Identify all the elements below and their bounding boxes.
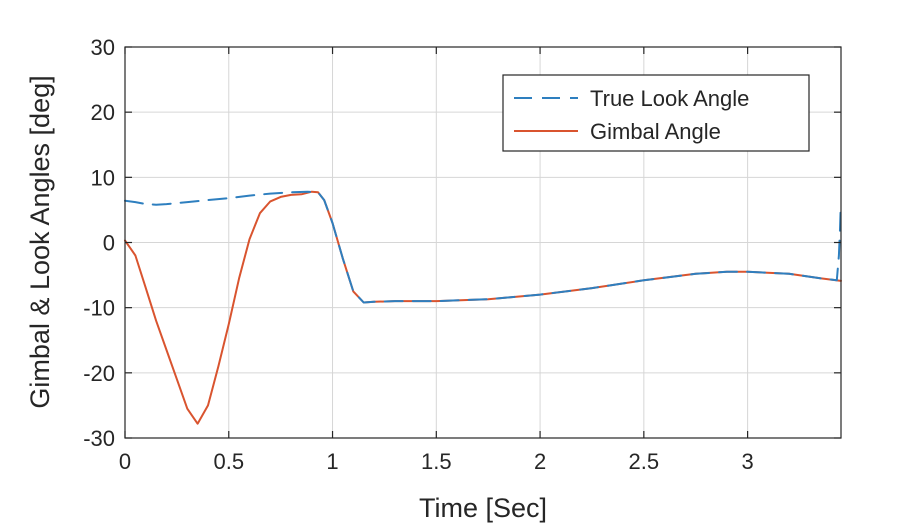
legend: True Look Angle Gimbal Angle bbox=[502, 74, 810, 152]
legend-label-true-look-angle: True Look Angle bbox=[590, 86, 749, 111]
y-tick-label: 20 bbox=[91, 100, 115, 125]
y-tick-label: 0 bbox=[103, 231, 115, 256]
y-axis-label: Gimbal & Look Angles [deg] bbox=[25, 75, 55, 408]
x-tick-label: 0 bbox=[119, 449, 131, 474]
series-line-true-look-angle bbox=[124, 190, 842, 304]
series-layer bbox=[124, 190, 842, 425]
axis-ticks: 0 0.5 1 1.5 2 2.5 3 30 20 10 0 -10 -20 -30 bbox=[83, 35, 841, 474]
y-tick-label: 30 bbox=[91, 35, 115, 60]
y-tick-label: -30 bbox=[83, 426, 115, 451]
x-tick-label: 0.5 bbox=[213, 449, 244, 474]
y-tick-label: -20 bbox=[83, 361, 115, 386]
x-axis-label: Time [Sec] bbox=[419, 493, 547, 523]
x-tick-label: 3 bbox=[741, 449, 753, 474]
x-tick-label: 2 bbox=[534, 449, 546, 474]
y-tick-label: -10 bbox=[83, 296, 115, 321]
x-tick-label: 2.5 bbox=[629, 449, 660, 474]
x-tick-label: 1.5 bbox=[421, 449, 452, 474]
legend-box bbox=[502, 74, 810, 152]
legend-label-gimbal-angle: Gimbal Angle bbox=[590, 119, 721, 144]
y-tick-label: 10 bbox=[91, 165, 115, 190]
x-tick-label: 1 bbox=[326, 449, 338, 474]
